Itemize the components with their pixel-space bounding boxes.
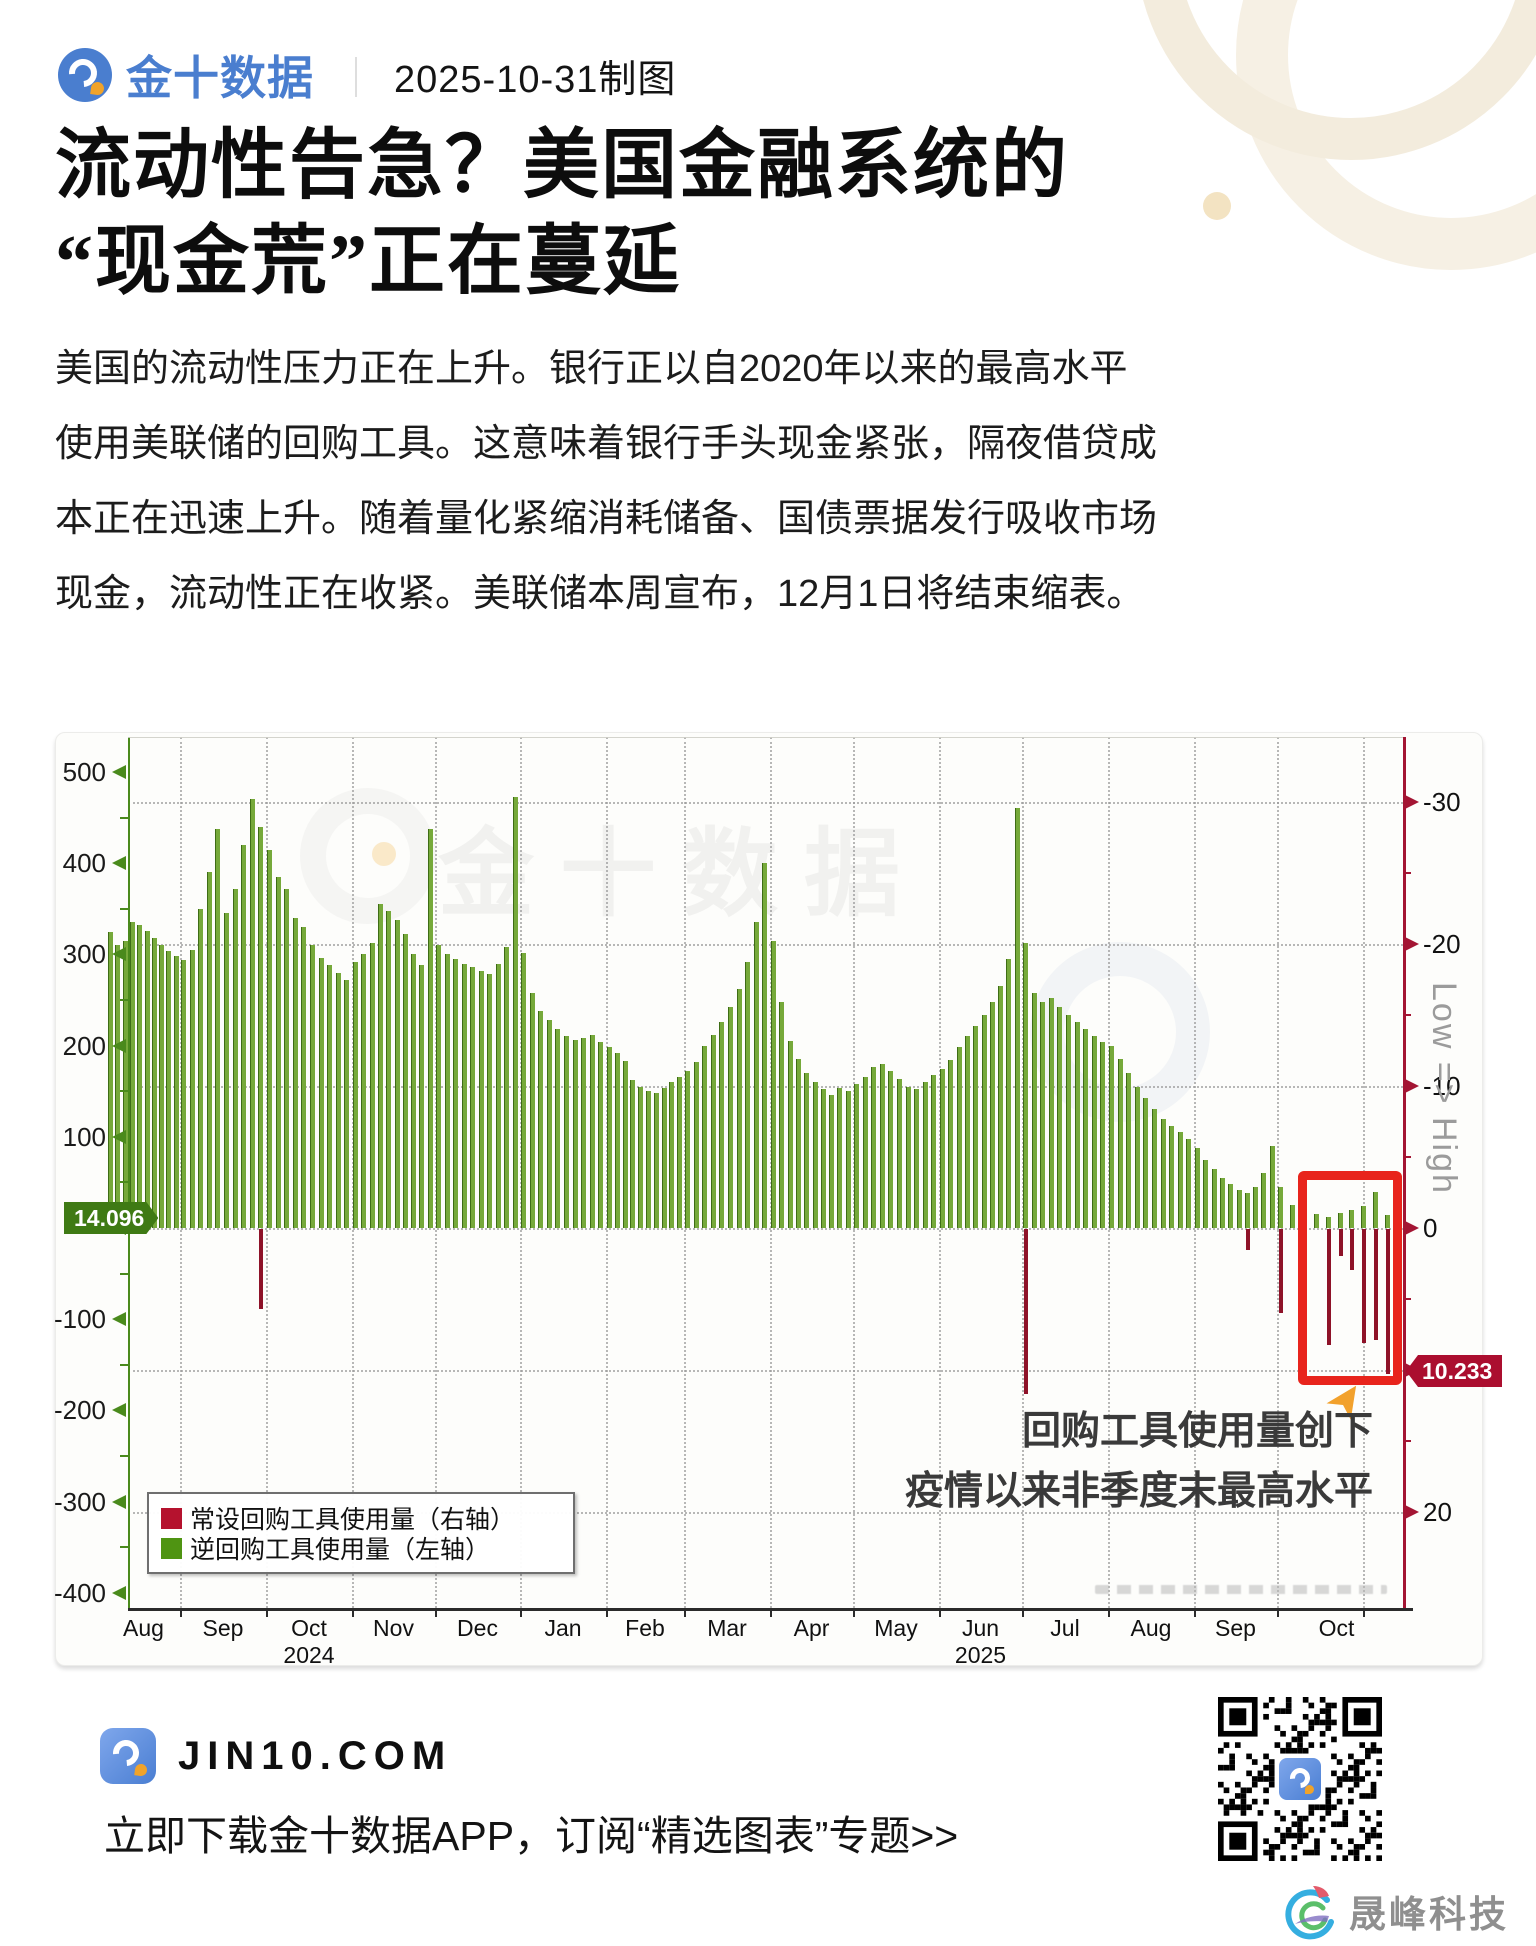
watermark-logo-dot <box>372 842 396 866</box>
annotation-line-1: 回购工具使用量创下 <box>1021 1410 1373 1453</box>
watermark-logo-ring <box>300 788 436 924</box>
header: 金十数据 ｜ 2025-10-31制图 <box>58 42 676 108</box>
brand-name: 金十数据 <box>126 52 314 104</box>
legend-label: 逆回购工具使用量（左轴） <box>190 1536 491 1564</box>
last-value-badge-left-axis: 14.096 <box>64 1202 158 1234</box>
chart-annotation: 回购工具使用量创下 疫情以来非季度末最高水平 <box>905 1402 1373 1522</box>
legend-swatch-red <box>161 1507 182 1529</box>
qr-code <box>1218 1697 1382 1861</box>
body-line: 现金，流动性正在收紧。美联储本周宣布，12月1日将结束缩表。 <box>55 573 1145 615</box>
title-line-2: “现金荒”正在蔓延 <box>55 220 681 304</box>
last-value-badge-right-axis: 10.233 <box>1406 1355 1503 1387</box>
header-divider: ｜ <box>336 57 376 101</box>
watermark-logo-ring <box>1030 942 1210 1122</box>
legend-label: 常设回购工具使用量（右轴） <box>190 1506 516 1534</box>
vendor-watermark: 晟峰科技 SHENGFENGKEJI <box>1283 1884 1509 1944</box>
site-link[interactable]: JIN10.COM <box>178 1733 453 1778</box>
footer: JIN10.COM <box>100 1728 452 1784</box>
vendor-name-cn: 晟峰科技 <box>1349 1894 1509 1935</box>
logo-pointer <box>1305 1785 1314 1794</box>
logo-pointer <box>90 81 105 96</box>
body-line: 本正在迅速上升。随着量化紧缩消耗储备、国债票据发行吸收市场 <box>55 498 1158 540</box>
chart-date: 2025-10-31制图 <box>394 58 677 101</box>
right-axis-direction-label: Low => High <box>1425 982 1463 1195</box>
download-cta[interactable]: 立即下载金十数据APP，订阅“精选图表”专题>> <box>104 1813 959 1859</box>
vendor-logo-icon <box>1285 1886 1334 1940</box>
qr-code-image <box>1218 1697 1382 1861</box>
highlight-box <box>1298 1171 1402 1385</box>
page-title: 流动性告急？美国金融系统的 “现金荒”正在蔓延 <box>55 118 1235 310</box>
legend-swatch-green <box>161 1537 182 1559</box>
decorative-dot <box>1203 192 1231 220</box>
source-note-illegible <box>1095 1585 1387 1594</box>
logo-pointer <box>134 1763 148 1777</box>
legend-item-rrp: 逆回购工具使用量（左轴） <box>161 1533 561 1564</box>
chart-legend: 常设回购工具使用量（右轴） 逆回购工具使用量（左轴） <box>147 1492 575 1574</box>
article-body: 美国的流动性压力正在上升。银行正以自2020年以来的最高水平 使用美联储的回购工… <box>55 332 1205 632</box>
body-line: 使用美联储的回购工具。这意味着银行手头现金紧张，隔夜借贷成 <box>55 423 1158 465</box>
jin10-logo-icon <box>58 48 112 102</box>
title-line-1: 流动性告急？美国金融系统的 <box>55 124 1069 208</box>
chart-watermark-text: 金十数据 <box>438 821 926 928</box>
legend-item-srf: 常设回购工具使用量（右轴） <box>161 1503 561 1534</box>
jin10-app-icon <box>100 1728 156 1784</box>
qr-center-logo <box>1276 1755 1324 1803</box>
annotation-line-2: 疫情以来非季度末最高水平 <box>904 1470 1373 1513</box>
body-line: 美国的流动性压力正在上升。银行正以自2020年以来的最高水平 <box>55 348 1128 390</box>
